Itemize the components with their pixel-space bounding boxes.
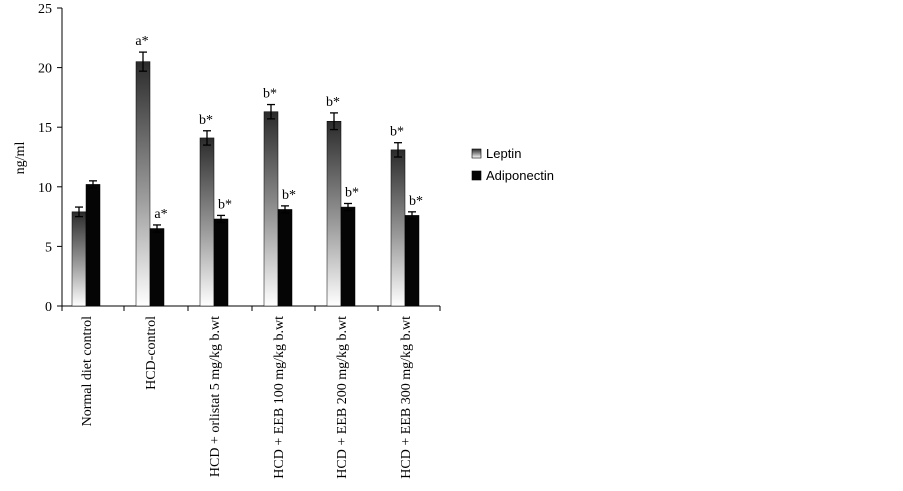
legend: Leptin Adiponectin [471,146,554,183]
y-tick-label: 10 [38,181,52,196]
y-tick-label: 15 [38,121,52,136]
data-label: a* [154,207,167,222]
category-label-1: HCD-control [144,316,159,390]
data-label: b* [199,113,213,128]
y-tick-label: 0 [45,300,52,315]
y-tick-label: 20 [38,62,52,77]
bar-leptin-2 [199,137,215,307]
bar-adiponectin-0 [85,184,101,307]
category-label-4: HCD + EEB 200 mg/kg b.wt [335,316,350,479]
bar-leptin-5 [390,149,406,307]
legend-label-leptin: Leptin [486,146,521,161]
data-label: a* [135,34,148,49]
category-labels: Normal diet control HCD-control HCD + orli… [80,316,414,479]
data-label: b* [345,185,359,200]
category-label-2: HCD + orlistat 5 mg/kg b.wt [208,316,223,477]
data-label: b* [282,188,296,203]
bar-adiponectin-5 [404,215,420,307]
legend-swatch-adiponectin [471,170,482,181]
data-label: b* [218,197,232,212]
bar-adiponectin-4 [340,206,356,307]
data-label: b* [409,194,423,209]
bar-leptin-4 [326,120,342,307]
y-axis-title: ng/ml [13,142,28,175]
chart-bars: a* b* b* b* b* a* b* b* b* b* [71,34,423,307]
bar-adiponectin-1 [149,228,165,307]
bar-leptin-1 [135,61,151,307]
bar-leptin-3 [263,111,279,307]
data-label: b* [326,95,340,110]
category-label-5: HCD + EEB 300 mg/kg b.wt [399,316,414,479]
bar-adiponectin-3 [277,209,293,307]
chart-axes: 0 5 10 15 20 25 [38,2,441,315]
data-label: b* [263,87,277,102]
category-label-0: Normal diet control [80,316,95,427]
y-tick-label: 5 [45,240,52,255]
bar-leptin-0 [71,211,87,307]
legend-label-adiponectin: Adiponectin [486,168,554,183]
legend-swatch-leptin [471,148,482,159]
y-tick-label: 25 [38,2,52,17]
data-label: b* [390,125,404,140]
category-label-3: HCD + EEB 100 mg/kg b.wt [272,316,287,479]
bar-adiponectin-2 [213,218,229,307]
